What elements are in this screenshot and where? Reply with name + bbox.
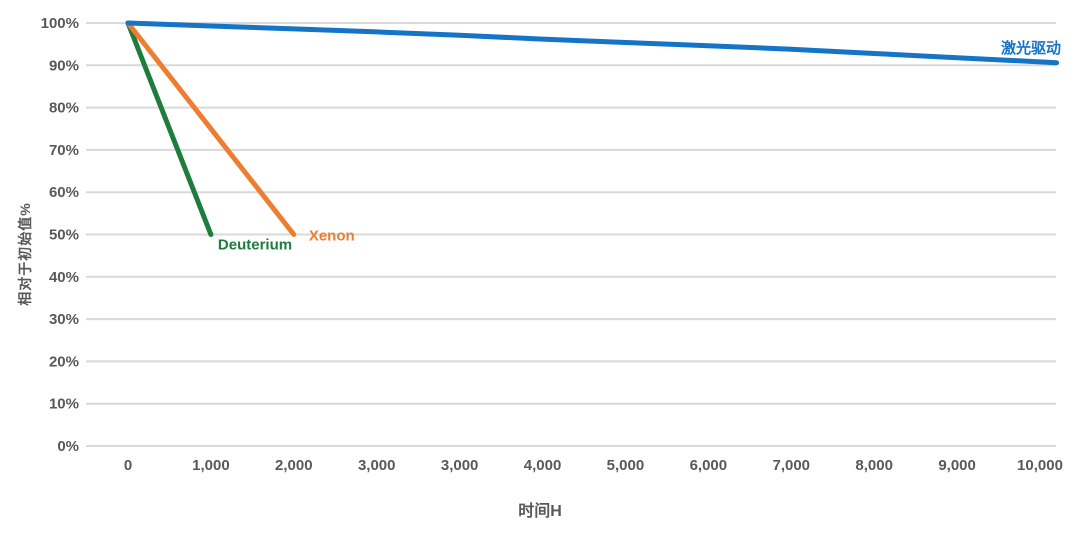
y-tick-label: 80% [49, 100, 79, 117]
x-tick-label: 0 [124, 457, 132, 474]
series-line-激光驱动 [125, 20, 1060, 66]
series-line-deuterium [125, 20, 214, 237]
series-label-xenon: Xenon [309, 228, 355, 245]
x-tick-label: 3,000 [358, 457, 396, 474]
x-tick-label: 8,000 [855, 457, 893, 474]
x-tick-label: 3,000 [441, 457, 479, 474]
x-axis-title: 时间H [518, 503, 562, 520]
x-tick-label: 1,000 [192, 457, 230, 474]
y-tick-label: 0% [57, 438, 79, 455]
y-tick-label: 70% [49, 142, 79, 159]
y-axis-title: 相对于初始值% [17, 202, 33, 306]
y-tick-label: 30% [49, 311, 79, 328]
x-tick-label: 4,000 [524, 457, 562, 474]
y-tick-label: 50% [49, 227, 79, 244]
y-tick-label: 10% [49, 396, 79, 413]
y-tick-label: 60% [49, 184, 79, 201]
y-tick-label: 20% [49, 353, 79, 370]
x-tick-label: 2,000 [275, 457, 313, 474]
series-label-deuterium: Deuterium [218, 237, 292, 254]
series-label-激光驱动: 激光驱动 [1001, 39, 1061, 57]
x-tick-label: 9,000 [938, 457, 976, 474]
x-tick-label: 7,000 [772, 457, 810, 474]
x-tick-label: 10,000 [1017, 457, 1063, 474]
y-tick-label: 90% [49, 57, 79, 74]
x-tick-label: 5,000 [607, 457, 645, 474]
y-tick-label: 100% [41, 15, 79, 32]
series-line-xenon [125, 20, 297, 237]
y-tick-label: 40% [49, 269, 79, 286]
x-tick-label: 6,000 [690, 457, 728, 474]
